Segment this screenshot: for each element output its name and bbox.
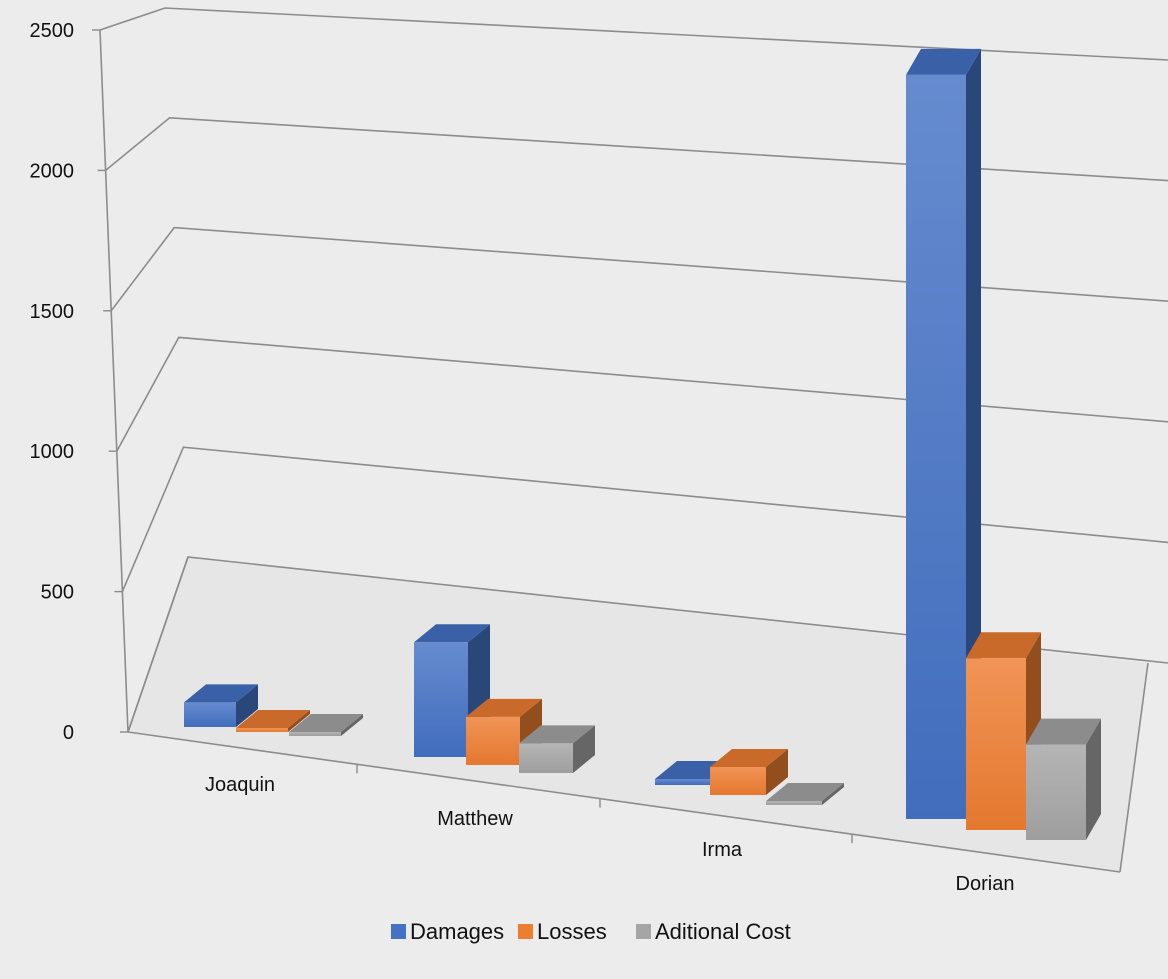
gridline xyxy=(105,116,1168,182)
y-tick-label: 500 xyxy=(41,582,74,604)
bar-side-face xyxy=(1086,718,1101,840)
legend-label: Aditional Cost xyxy=(655,919,791,944)
bar-side-face xyxy=(341,714,363,736)
legend-swatch xyxy=(518,924,533,939)
bar-side-face xyxy=(822,783,844,805)
axes xyxy=(92,29,1149,873)
legend-label: Losses xyxy=(537,919,607,944)
bar-side-face xyxy=(573,725,595,773)
bar-front-face xyxy=(655,779,711,785)
bar-top-face xyxy=(466,698,542,717)
bar-front-face xyxy=(766,801,822,805)
x-tick-label: Matthew xyxy=(437,808,513,830)
bar-front-face xyxy=(1026,744,1086,840)
bar-losses-irma xyxy=(710,749,788,795)
gridline xyxy=(99,7,1168,61)
y-axis-line xyxy=(99,29,129,733)
legend-swatch xyxy=(636,924,651,939)
legend: Damages Losses Aditional Cost xyxy=(391,919,791,944)
chart-walls xyxy=(128,557,1148,872)
y-axis-tick-labels: 0 500 1000 1500 2000 2500 xyxy=(30,20,75,744)
gridline xyxy=(110,226,1168,312)
x-axis-tick-labels: Joaquin Matthew Irma Dorian xyxy=(205,774,1014,895)
y-tick-label: 1500 xyxy=(30,301,75,323)
x-tick-label: Dorian xyxy=(956,873,1015,895)
legend-label: Damages xyxy=(410,919,504,944)
bar-losses-joaquin xyxy=(236,710,310,732)
bar-aditional-cost-joaquin xyxy=(289,714,363,736)
bar-front-face xyxy=(236,728,288,732)
bar-front-face xyxy=(289,732,341,736)
bar-top-face xyxy=(414,624,490,643)
bar-front-face xyxy=(906,74,966,819)
bars xyxy=(184,48,1101,840)
bar-front-face xyxy=(966,658,1026,830)
bar-top-face xyxy=(289,714,363,732)
bar-top-face xyxy=(236,710,310,728)
bar-top-face xyxy=(766,783,844,801)
bar-top-face xyxy=(710,749,788,767)
bar-aditional-cost-dorian xyxy=(1026,718,1101,840)
x-axis-line xyxy=(127,731,1121,873)
bar-front-face xyxy=(710,767,766,795)
bar-damages-dorian xyxy=(906,48,981,819)
gridline xyxy=(121,446,1168,592)
bar-top-face xyxy=(1026,718,1101,745)
bar-damages-joaquin xyxy=(184,684,258,727)
x-tick-label: Irma xyxy=(702,839,743,861)
floor-plane xyxy=(128,557,1148,872)
bar-side-face xyxy=(966,48,981,819)
bar-front-face xyxy=(466,716,520,765)
bar-losses-dorian xyxy=(966,632,1041,830)
y-tick-label: 1000 xyxy=(30,441,75,463)
gridlines xyxy=(99,7,1168,733)
y-tick-label: 0 xyxy=(63,722,74,744)
bar-side-face xyxy=(236,684,258,727)
y-tick-label: 2500 xyxy=(30,20,75,42)
legend-item-aditional-cost: Aditional Cost xyxy=(636,919,791,944)
bar-top-face xyxy=(966,632,1041,659)
bar-side-face xyxy=(288,710,310,732)
bar-aditional-cost-matthew xyxy=(519,725,595,773)
gridline xyxy=(116,336,1168,452)
bar-front-face xyxy=(519,743,573,773)
floor-right-edge xyxy=(1119,662,1149,873)
legend-swatch xyxy=(391,924,406,939)
bar-aditional-cost-irma xyxy=(766,783,844,805)
legend-item-losses: Losses xyxy=(518,919,607,944)
bar-front-face xyxy=(184,702,236,727)
floor-left-edge xyxy=(127,556,189,733)
bar-top-face xyxy=(519,725,595,744)
x-tick-label: Joaquin xyxy=(205,774,275,796)
bar-side-face xyxy=(766,749,788,795)
bar-top-face xyxy=(184,684,258,703)
y-tick-label: 2000 xyxy=(30,160,75,182)
bar-front-face xyxy=(414,642,468,757)
legend-item-damages: Damages xyxy=(391,919,504,944)
bar-top-face xyxy=(906,48,981,75)
